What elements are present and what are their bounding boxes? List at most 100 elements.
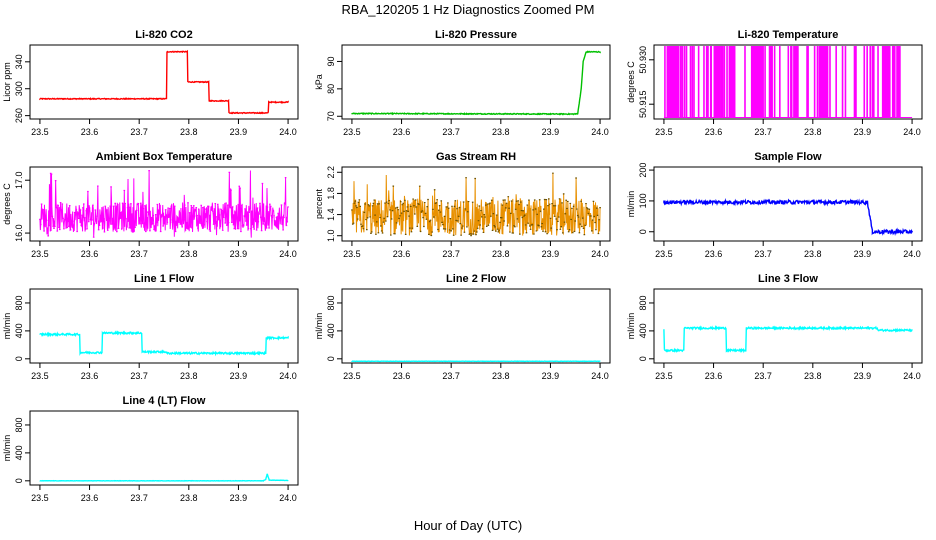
y-axis-label: degrees C <box>2 183 12 225</box>
panel-1: Li-820 CO2 Licor ppm 23.5 23.6 23.7 23.8 23.9 2… <box>2 29 299 137</box>
plot-frame <box>341 44 611 120</box>
y-tick-label: 300 <box>14 81 24 96</box>
x-tick-label: 23.5 <box>343 127 361 137</box>
x-tick-label: 24.0 <box>279 249 297 259</box>
y-axis-label: Licor ppm <box>2 62 12 102</box>
x-tick-label: 23.7 <box>442 371 460 381</box>
panel-8: Line 2 Flow ml/min 23.5 23.6 23.7 23.8 23.9 24.… <box>314 273 611 381</box>
y-tick-label: 260 <box>14 108 24 123</box>
x-tick-label: 23.5 <box>31 127 49 137</box>
x-tick-label: 23.7 <box>754 127 772 137</box>
x-tick-label: 23.7 <box>130 249 148 259</box>
panel-title: Sample Flow <box>754 151 822 163</box>
x-tick-label: 23.7 <box>442 249 460 259</box>
y-tick-label: 800 <box>326 295 336 310</box>
series-points <box>39 170 289 238</box>
x-tick-label: 23.8 <box>804 127 822 137</box>
y-tick-label: 70 <box>326 111 336 121</box>
y-tick-label: 17.0 <box>14 171 24 189</box>
x-tick-label: 23.6 <box>393 371 411 381</box>
panel-6: Sample Flow ml/min 23.5 23.6 23.7 23.8 23.9 24.… <box>626 151 923 259</box>
y-tick-label: 16.0 <box>14 224 24 242</box>
panel-title: Li-820 Pressure <box>435 29 517 41</box>
x-tick-label: 23.9 <box>230 493 248 503</box>
y-tick-label: 1.4 <box>326 208 336 221</box>
x-tick-label: 23.5 <box>343 371 361 381</box>
x-tick-label: 23.6 <box>393 127 411 137</box>
x-tick-label: 23.7 <box>130 127 148 137</box>
figure-title: RBA_120205 1 Hz Diagnostics Zoomed PM <box>342 2 595 17</box>
plot-frame <box>341 166 611 242</box>
panel-title: Line 2 Flow <box>446 273 506 285</box>
plot-frame <box>29 166 299 242</box>
x-tick-label: 23.9 <box>542 249 560 259</box>
plot-frame <box>653 44 923 120</box>
y-tick-label: 0 <box>638 356 648 361</box>
plot-frame <box>29 288 299 364</box>
y-tick-label: 0 <box>14 478 24 483</box>
x-tick-label: 23.8 <box>492 127 510 137</box>
y-tick-label: 1.8 <box>326 187 336 200</box>
panel-10: Line 4 (LT) Flow ml/min 23.5 23.6 23.7 23.8 23… <box>2 395 299 503</box>
y-tick-label: 400 <box>14 323 24 338</box>
series-line <box>351 173 601 236</box>
x-tick-label: 23.6 <box>705 371 723 381</box>
y-axis-label: ml/min <box>2 313 12 340</box>
series-line <box>39 330 289 357</box>
y-tick-label: 400 <box>14 445 24 460</box>
x-tick-label: 23.9 <box>542 371 560 381</box>
x-tick-label: 23.6 <box>393 249 411 259</box>
x-tick-label: 23.8 <box>180 493 198 503</box>
panel-title: Line 3 Flow <box>758 273 818 285</box>
y-tick-label: 200 <box>638 163 648 178</box>
panel-9: Line 3 Flow ml/min 23.5 23.6 23.7 23.8 23.9 24.… <box>626 273 923 381</box>
panel-3: Li-820 Temperature degrees C 23.5 23.6 23.7 2… <box>626 29 923 137</box>
panel-7: Line 1 Flow ml/min 23.5 23.6 23.7 23.8 23.9 24.… <box>2 273 299 381</box>
x-tick-label: 24.0 <box>903 371 921 381</box>
y-axis-label: ml/min <box>314 313 324 340</box>
series-line <box>663 45 913 119</box>
figure-xlabel: Hour of Day (UTC) <box>414 518 522 533</box>
y-tick-label: 80 <box>326 84 336 94</box>
panel-title: Li-820 CO2 <box>135 29 192 41</box>
panel-4: Ambient Box Temperature degrees C 23.5 23.6… <box>2 151 299 259</box>
x-tick-label: 23.9 <box>854 249 872 259</box>
x-tick-label: 23.6 <box>705 127 723 137</box>
x-tick-label: 23.8 <box>804 249 822 259</box>
panel-title: Line 4 (LT) Flow <box>123 395 206 407</box>
x-tick-label: 23.9 <box>230 249 248 259</box>
y-tick-label: 800 <box>14 417 24 432</box>
y-tick-label: 2.2 <box>326 166 336 179</box>
x-tick-label: 24.0 <box>279 371 297 381</box>
y-tick-label: 100 <box>638 193 648 208</box>
plot-frame <box>653 166 923 242</box>
panel-title: Line 1 Flow <box>134 273 194 285</box>
x-tick-label: 23.6 <box>81 371 99 381</box>
y-tick-label: 400 <box>638 323 648 338</box>
y-tick-label: 800 <box>14 295 24 310</box>
panel-5: Gas Stream RH percent 23.5 23.6 23.7 23.8 23.9… <box>314 151 611 259</box>
y-tick-label: 1.0 <box>326 229 336 242</box>
x-tick-label: 23.8 <box>492 371 510 381</box>
x-tick-label: 23.7 <box>442 127 460 137</box>
y-tick-label: 400 <box>326 323 336 338</box>
y-tick-label: 800 <box>638 295 648 310</box>
y-tick-label: 50.915 <box>638 90 648 118</box>
x-tick-label: 23.5 <box>31 249 49 259</box>
x-tick-label: 23.8 <box>180 249 198 259</box>
x-tick-label: 23.9 <box>854 371 872 381</box>
x-tick-label: 23.7 <box>130 371 148 381</box>
y-axis-label: ml/min <box>626 313 636 340</box>
y-tick-label: 50.930 <box>638 46 648 74</box>
panel-title: Gas Stream RH <box>436 151 516 163</box>
panel-2: Li-820 Pressure kPa 23.5 23.6 23.7 23.8 23.9 24… <box>314 29 611 137</box>
y-tick-label: 340 <box>14 54 24 69</box>
x-tick-label: 23.5 <box>655 371 673 381</box>
x-tick-label: 23.7 <box>754 249 772 259</box>
y-axis-label: ml/min <box>2 435 12 462</box>
x-tick-label: 24.0 <box>591 127 609 137</box>
series-line <box>39 473 289 482</box>
x-tick-label: 24.0 <box>903 127 921 137</box>
x-tick-label: 23.6 <box>81 249 99 259</box>
series-line <box>663 324 913 354</box>
